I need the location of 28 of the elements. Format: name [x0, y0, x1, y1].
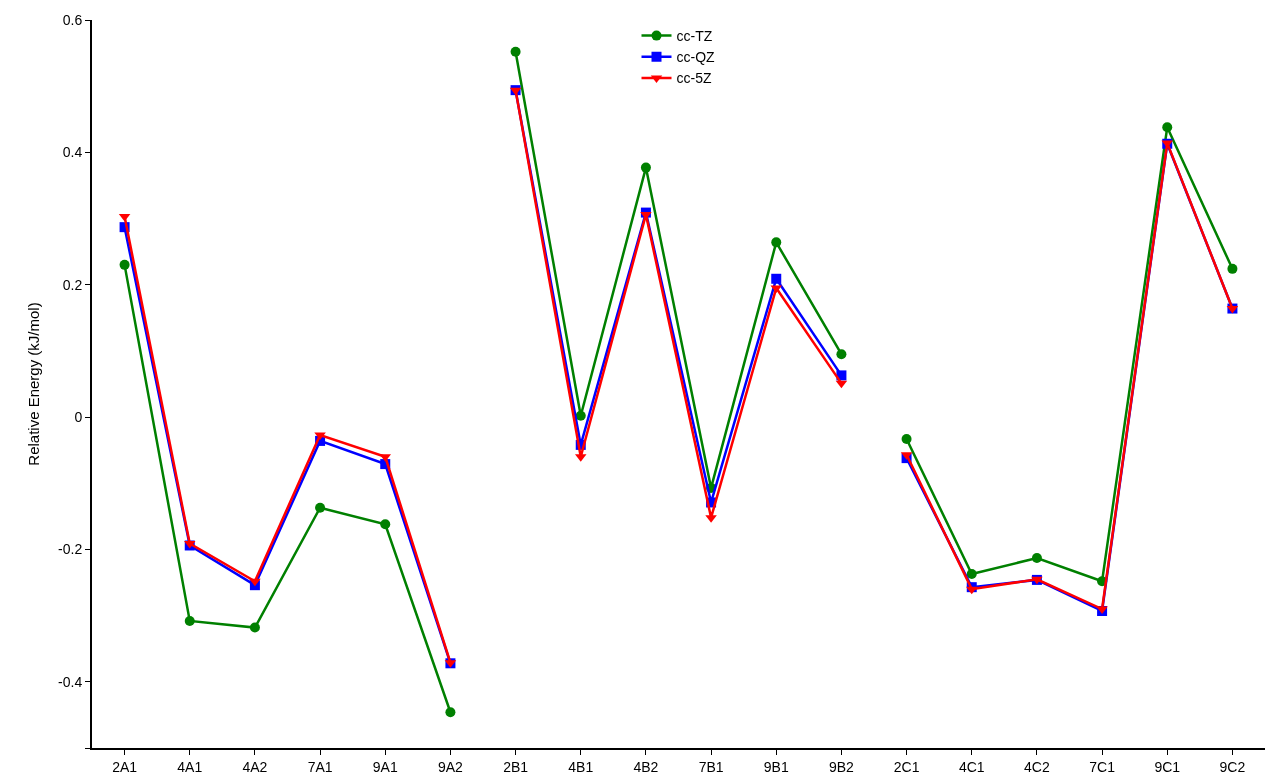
x-tick-label: 9B1 [763, 758, 789, 775]
x-tick-label: 9B2 [828, 758, 855, 775]
legend-label: cc-QZ [676, 49, 716, 66]
x-tick-label: 4C2 [1024, 758, 1050, 775]
x-tick-label: 7B1 [698, 758, 724, 775]
y-axis-title: Relative Energy (kJ/mol) [24, 302, 42, 466]
y-tick-label: 0.6 [62, 11, 83, 28]
x-tick-label: 2B1 [503, 758, 529, 775]
x-tick-label: 9A1 [372, 758, 398, 775]
x-tick-label: 7A1 [307, 758, 333, 775]
y-tick-label: 0 [74, 408, 83, 425]
x-tick-label: 2A1 [112, 758, 138, 775]
y-tick-label: 0.4 [62, 144, 83, 161]
x-tick-label: 4A1 [177, 758, 203, 775]
y-tick-label: -0.2 [58, 541, 83, 558]
x-tick-label: 9A2 [437, 758, 464, 775]
x-tick-label: 4A2 [242, 758, 268, 775]
x-tick-label: 2C1 [893, 758, 920, 775]
y-tick-label: -0.4 [58, 673, 83, 690]
x-tick-label: 7C1 [1089, 758, 1116, 775]
x-tick-label: 9C1 [1154, 758, 1181, 775]
legend-label: cc-TZ [676, 28, 713, 45]
x-tick-label: 4B1 [568, 758, 594, 775]
x-tick-label: 9C2 [1219, 758, 1246, 775]
y-tick-label: 0.2 [62, 276, 83, 293]
x-tick-label: 4C1 [958, 758, 985, 775]
legend-label: cc-5Z [676, 70, 712, 87]
x-tick-label: 4B2 [633, 758, 659, 775]
